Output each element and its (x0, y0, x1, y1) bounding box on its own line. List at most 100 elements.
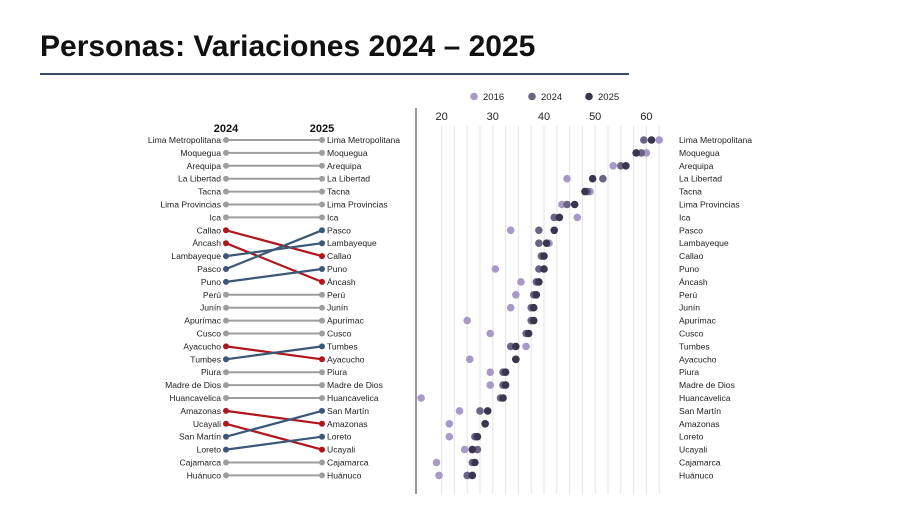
slope-dot-2025-junin (319, 304, 325, 311)
slope-label-right-junin: Junín (327, 303, 348, 313)
slope-label-left-lima-provincias: Lima Provincias (160, 200, 221, 210)
slope-line-loreto (225, 435, 323, 451)
slope-label-right-ancash: Áncash (327, 277, 356, 287)
slope-dot-2025-peru (319, 291, 325, 298)
slope-label-left-huanuco: Huánuco (187, 470, 222, 480)
dot-point-2025-lambayeque (542, 239, 551, 247)
dot-point-2016-la-libertad (563, 174, 571, 183)
slope-line-tumbes (225, 345, 323, 361)
dot-category-label-ica: Ica (679, 212, 691, 222)
dot-point-2016-ayacucho (465, 355, 474, 364)
slope-label-right-puno: Puno (327, 264, 347, 274)
slope-dot-2024-madre-de-dios (223, 382, 229, 389)
slope-dot-2025-ica (319, 214, 325, 221)
slope-dot-2025-moquegua (319, 149, 325, 156)
dot-category-label-callao: Callao (679, 251, 704, 261)
dot-category-label-cajamarca: Cajamarca (679, 458, 721, 468)
slope-label-left-piura: Piura (201, 367, 221, 377)
dot-point-2025-apurimac (529, 316, 538, 325)
dot-point-2025-ancash (535, 278, 543, 286)
slope-label-left-ucayali: Ucayali (193, 419, 221, 429)
dot-point-2025-san-martin (483, 407, 492, 415)
x-tick-label-40: 40 (538, 111, 550, 123)
slope-dot-2025-callao (319, 253, 325, 260)
legend-marker-2016 (470, 92, 478, 101)
slope-label-right-apurimac: Apurímac (327, 316, 364, 326)
slope-dot-2025-cusco (319, 330, 325, 337)
slope-dot-2024-moquegua (223, 149, 229, 156)
dot-category-label-tumbes: Tumbes (679, 341, 710, 351)
slope-dot-2024-cajamarca (223, 459, 229, 466)
slope-label-left-lima-metropolitana: Lima Metropolitana (148, 135, 221, 145)
slope-dot-2024-ica (223, 214, 229, 221)
slope-label-right-cajamarca: Cajamarca (327, 458, 369, 468)
slope-label-left-la-libertad: La Libertad (178, 174, 221, 184)
dot-point-2016-huancavelica (417, 394, 425, 402)
dot-category-label-apurimac: Apurímac (679, 316, 716, 326)
dot-point-2016-puno (491, 265, 500, 273)
dot-point-2016-madre-de-dios (486, 381, 495, 389)
slope-dot-2024-lima-provincias (223, 201, 229, 208)
slope-dot-2025-ayacucho (319, 356, 325, 363)
dot-category-label-huanuco: Huánuco (679, 470, 714, 480)
slope-label-left-arequipa: Arequipa (187, 161, 222, 171)
slope-label-right-ayacucho: Ayacucho (327, 354, 365, 364)
slope-label-right-san-martin: San Martín (327, 406, 369, 416)
legend-label-2016: 2016 (483, 92, 504, 103)
slope-dot-2025-tacna (319, 188, 325, 195)
dot-point-2016-ancash (517, 278, 525, 286)
dot-point-2025-puno (540, 265, 548, 273)
slope-label-right-tacna: Tacna (327, 187, 350, 197)
dot-point-2025-callao (540, 252, 548, 260)
slope-label-left-callao: Callao (197, 225, 222, 235)
slope-dot-2024-peru (223, 291, 229, 298)
slope-dot-2025-puno (319, 266, 325, 272)
slope-dot-2024-ayacucho (223, 343, 229, 350)
x-tick-label-20: 20 (435, 111, 447, 123)
legend-label-2025: 2025 (598, 92, 619, 103)
slope-label-left-junin: Junín (200, 303, 221, 313)
dot-category-label-ucayali: Ucayali (679, 445, 707, 455)
dot-point-2016-ica (573, 213, 582, 222)
slope-label-left-huancavelica: Huancavelica (169, 393, 221, 403)
slope-dot-2024-puno (223, 278, 229, 285)
dot-point-2025-ayacucho (512, 355, 520, 364)
slope-label-left-ancash: Áncash (192, 238, 221, 248)
slope-label-right-pasco: Pasco (327, 225, 351, 235)
dot-point-2016-piura (486, 368, 495, 377)
dot-point-2025-huanuco (468, 471, 477, 480)
slope-dot-2025-huancavelica (319, 395, 325, 401)
dot-point-2016-apurimac (463, 316, 472, 325)
slope-label-left-puno: Puno (201, 277, 221, 287)
slope-line-amazonas (225, 409, 323, 425)
slope-label-right-huanuco: Huánuco (327, 470, 362, 480)
dot-category-label-puno: Puno (679, 264, 699, 274)
slope-line-ancash (225, 242, 323, 283)
dot-category-label-san-martin: San Martín (679, 406, 721, 416)
slope-label-right-peru: Perú (327, 290, 345, 300)
slope-dot-2024-callao (223, 227, 229, 234)
slope-dot-2025-madre-de-dios (319, 382, 325, 389)
slope-dot-2025-huanuco (319, 472, 325, 479)
slope-dot-2024-loreto (223, 446, 229, 453)
legend-marker-2024 (528, 92, 536, 101)
slope-label-right-la-libertad: La Libertad (327, 174, 370, 184)
slope-label-left-tacna: Tacna (198, 187, 221, 197)
dot-point-2024-lima-provincias (563, 200, 571, 209)
dot-point-2025-cusco (524, 329, 533, 338)
slope-label-left-tumbes: Tumbes (190, 354, 221, 364)
dot-point-2016-peru (512, 291, 520, 299)
dot-point-2025-arequipa (622, 162, 630, 170)
dot-point-2016-tumbes (522, 342, 530, 351)
slope-label-left-cajamarca: Cajamarca (179, 458, 221, 468)
dot-point-2024-lima-metropolitana (640, 136, 648, 144)
dot-point-2025-huancavelica (499, 394, 507, 402)
dot-point-2025-tacna (581, 187, 589, 196)
slope-label-left-ica: Ica (210, 212, 222, 222)
slope-dot-2024-amazonas (223, 407, 229, 414)
slope-label-right-cusco: Cusco (327, 329, 352, 339)
slope-label-left-apurimac: Apurímac (184, 316, 221, 326)
x-tick-label-50: 50 (589, 111, 601, 123)
slope-label-right-madre-de-dios: Madre de Dios (327, 380, 383, 390)
